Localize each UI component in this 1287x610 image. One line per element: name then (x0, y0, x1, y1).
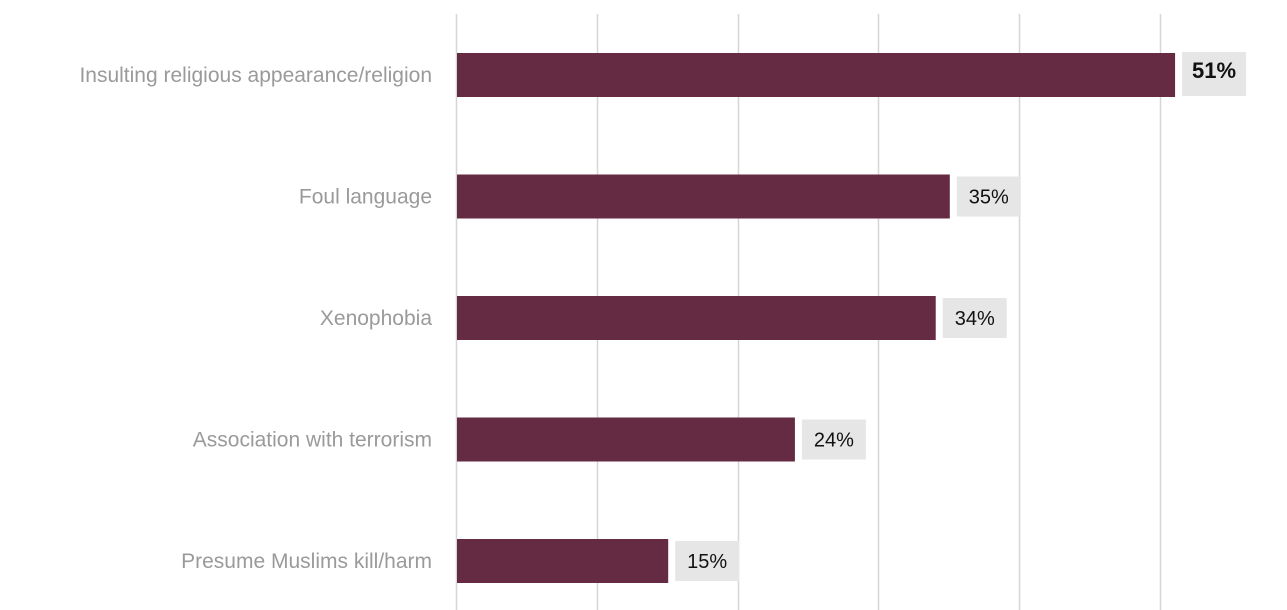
value-label-0: 51% (1192, 58, 1236, 83)
value-label-1: 35% (969, 187, 1009, 209)
category-label-3: Association with terrorism (193, 429, 432, 452)
value-label-bg-2 (942, 298, 1007, 338)
bar-2 (457, 296, 936, 340)
value-label-bg-1 (956, 176, 1021, 217)
category-label-0: Insulting religious appearance/religion (79, 64, 432, 87)
category-label-2: Xenophobia (320, 307, 432, 330)
bar-1 (457, 174, 950, 219)
value-label-bg-4 (675, 541, 740, 581)
bar-3 (457, 417, 795, 462)
value-label-bg-3 (801, 419, 866, 460)
category-label-4: Presume Muslims kill/harm (181, 550, 432, 573)
bar-4 (457, 539, 669, 583)
value-label-2: 34% (955, 308, 995, 330)
value-label-bg-0 (1182, 52, 1247, 96)
value-labels: 51% 35% 34% 24% 15% (675, 52, 1247, 581)
category-labels: Insulting religious appearance/religion F… (79, 64, 432, 573)
value-label-4: 15% (687, 551, 727, 573)
category-label-1: Foul language (299, 186, 432, 209)
bar-0 (457, 53, 1176, 97)
value-label-3: 24% (814, 430, 854, 452)
bars (457, 53, 1176, 583)
